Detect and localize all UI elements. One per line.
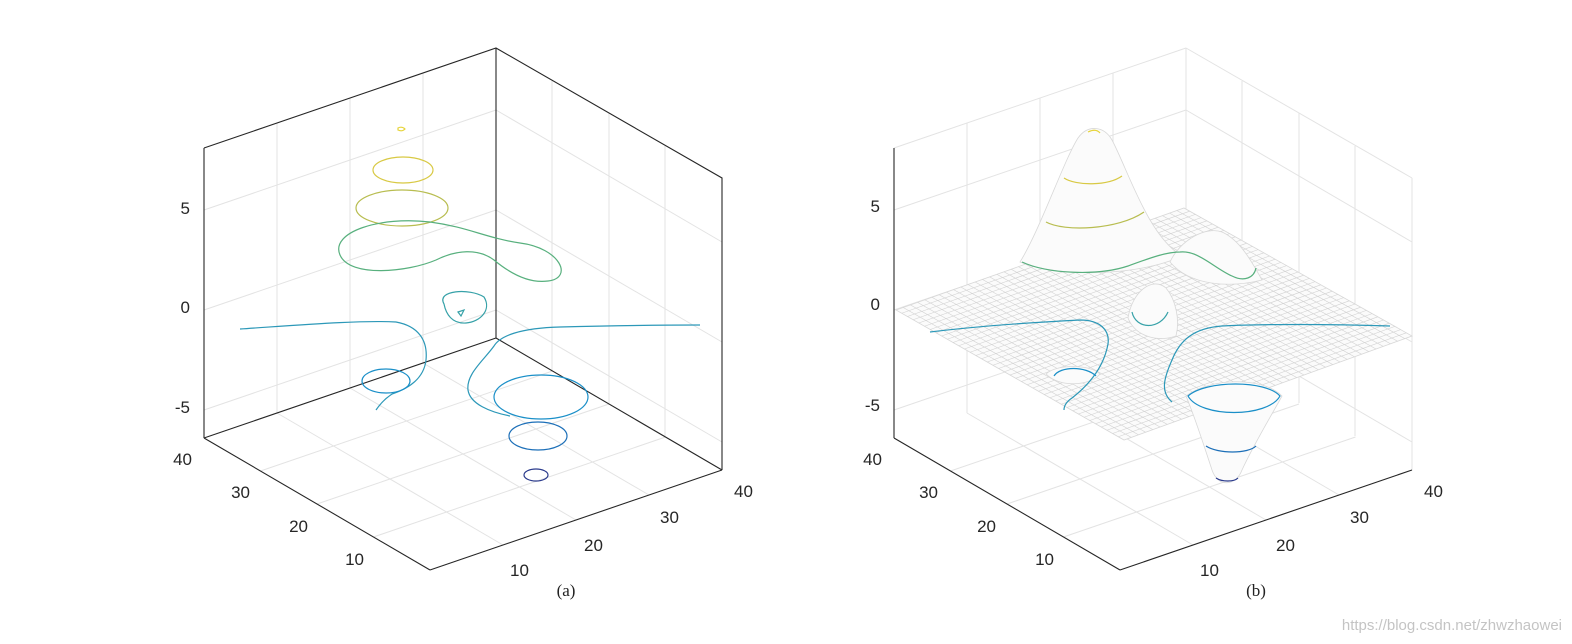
back-frame-a [203, 47, 723, 470]
grid-line [1185, 109, 1413, 243]
contour-level-6.5-b [1063, 175, 1123, 185]
mesh-line [982, 279, 1211, 410]
contour-level-minus6.5-a [523, 468, 549, 482]
z-tick-label-b: 5 [871, 197, 880, 216]
grid-lines-a [203, 73, 723, 546]
grid-line [893, 47, 1187, 149]
contour-level-3-a [338, 220, 562, 282]
x-tick-label-a: 20 [584, 536, 603, 555]
caption-a: (a) [557, 581, 576, 600]
mesh-line [1018, 266, 1247, 397]
contour-level-3-b [1021, 251, 1257, 280]
contour-level-8-b [1087, 129, 1101, 134]
grid-line [1063, 436, 1356, 538]
x-tick-label-a: 30 [660, 508, 679, 527]
z-tick-label-b: -5 [865, 396, 880, 415]
grid-line [495, 109, 723, 243]
grid-line [203, 209, 497, 311]
mesh-line [917, 302, 1146, 433]
mesh-trough [1185, 381, 1283, 484]
x-tick-label-a: 10 [510, 561, 529, 580]
mesh-surface-b [895, 128, 1413, 484]
y-tick-label-b: 30 [919, 483, 938, 502]
mesh-line [903, 307, 1132, 438]
watermark: https://blog.csdn.net/zhwzhaowei [1342, 617, 1562, 634]
y-tick-label-a: 20 [289, 517, 308, 536]
x-axis-b [1119, 469, 1413, 571]
grid-line [422, 362, 650, 496]
z-axis-a [203, 337, 497, 439]
contour-level-minus3.5-right-b [1187, 383, 1281, 413]
contour-level-minus5.2-b [1205, 445, 1257, 453]
contour3-plot-a: 5 0 -5 10 20 30 40 10 20 30 40 (a) [173, 47, 753, 600]
mesh-line [967, 284, 1197, 415]
y-tick-label-a: 30 [231, 483, 250, 502]
grid-line [893, 109, 1187, 211]
x-tick-label-b: 40 [1424, 482, 1443, 501]
mesh-line [930, 226, 1219, 330]
mesh-line [989, 276, 1218, 407]
mesh-line [953, 289, 1182, 420]
grid-line [495, 209, 723, 343]
contour-level-0.5b-a [457, 308, 466, 318]
mesh-line [946, 291, 1175, 423]
contour-level-0.5-b [1131, 311, 1169, 327]
caption-b: (b) [1246, 581, 1266, 600]
y-axis-b [893, 437, 1121, 571]
x-tick-label-b: 20 [1276, 536, 1295, 555]
grid-line [495, 309, 723, 443]
contour-level-6.5-a [372, 156, 434, 184]
contour-level-minus3.5-left-a [361, 368, 411, 394]
mesh-line [996, 274, 1225, 404]
grid-line [349, 387, 577, 521]
y-tick-label-a: 40 [173, 450, 192, 469]
grid-line [203, 109, 497, 211]
y-tick-label-b: 40 [863, 450, 882, 469]
mesh-line [1003, 271, 1233, 402]
contour-level-minus3.5-right-a [493, 374, 589, 420]
mesh-hump-right [1169, 230, 1263, 285]
contour-level-minus0.4-right-a [467, 324, 701, 417]
z-tick-label-a: 5 [181, 199, 190, 218]
mesh-line [939, 294, 1168, 425]
mesh-line [924, 299, 1153, 430]
contour-level-minus5.2-a [508, 421, 568, 451]
z-tick-label-b: 0 [871, 295, 880, 314]
contour-level-8-a [397, 126, 406, 132]
x-tick-label-b: 10 [1200, 561, 1219, 580]
mesh-line [931, 296, 1161, 428]
mesh-line [960, 286, 1189, 417]
x-axis-a [429, 469, 723, 571]
grid-line [373, 436, 666, 538]
contour-level-minus0.4-left-a [239, 320, 427, 411]
contour-level-minus0.4-left-b [929, 319, 1109, 411]
contour-level-5-a [355, 189, 449, 227]
contour-level-0.5-a [442, 291, 488, 324]
contour-level-minus0.4-right-b [1163, 323, 1391, 403]
mesh-hump-middle [1127, 283, 1178, 339]
y-tick-label-b: 10 [1035, 550, 1054, 569]
y-axis-a [203, 437, 431, 571]
x-tick-label-a: 40 [734, 482, 753, 501]
x-tick-label-b: 30 [1350, 508, 1369, 527]
z-tick-label-a: 0 [181, 298, 190, 317]
y-tick-label-b: 20 [977, 517, 996, 536]
grid-line [1185, 47, 1413, 179]
mesh-line [910, 304, 1139, 436]
contour-level-5-b [1045, 211, 1145, 229]
mesh-plot-b: 5 0 -5 10 20 30 40 10 20 30 40 (b) [863, 47, 1443, 600]
grid-line [203, 309, 497, 411]
mesh-line [1011, 268, 1240, 399]
y-tick-label-a: 10 [345, 550, 364, 569]
floor-edge-a [495, 337, 723, 471]
z-tick-label-a: -5 [175, 398, 190, 417]
contour-level-minus3.5-left-b [1053, 367, 1097, 377]
contour-level-minus6.5-b [1215, 477, 1239, 482]
mesh-line [935, 230, 1225, 334]
mesh-peak [1019, 128, 1183, 274]
